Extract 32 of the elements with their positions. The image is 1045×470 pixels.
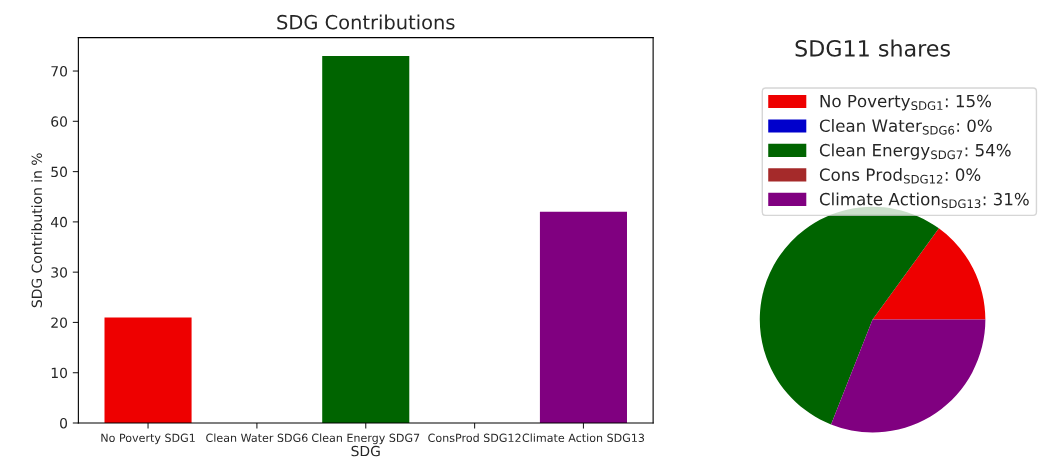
y-tick-label: 20	[51, 317, 68, 328]
chart-title: SDG Contributions	[277, 14, 455, 30]
x-tick-label: No Poverty SDG1	[101, 433, 195, 445]
bar	[539, 211, 627, 423]
bar	[322, 55, 410, 423]
x-tick-label: Climate Action SDG13	[522, 433, 645, 443]
text: : 0%	[957, 119, 992, 132]
legend-label: Clean Water$_{SDG6}$	[819, 119, 955, 135]
x-tick-label: ConsProd SDG12	[428, 433, 521, 443]
y-tick-label: 70	[51, 66, 68, 77]
text: : 0%	[945, 168, 981, 181]
legend-label: Cons Prod$_{SDG12}$	[819, 168, 943, 184]
data-label: : 31%	[983, 192, 1029, 206]
pie-slice	[831, 319, 986, 433]
chart-title: SDG11 shares	[795, 39, 950, 57]
y-axis-title: SDG Contribution in %	[31, 153, 43, 308]
x-axis-title: SDG	[351, 445, 380, 457]
pie-slice	[872, 228, 986, 320]
y-tick-label: 40	[50, 216, 68, 228]
data-label: : 54%	[965, 143, 1011, 157]
y-tick-label: 50	[51, 166, 68, 178]
data-label: : 15%	[945, 94, 992, 108]
x-tick-label: Clean Energy SDG7	[311, 433, 420, 445]
bar	[104, 317, 192, 423]
legend-label: No Poverty$_{SDG1}$	[820, 94, 943, 111]
y-tick-label: 0	[60, 417, 68, 429]
legend-label: Climate Action$_{SDG13}$	[819, 192, 981, 209]
y-tick-label: 10	[51, 367, 68, 379]
legend-label: Clean Energy$_{SDG7}$	[819, 143, 963, 160]
x-tick-label: Clean Water SDG6	[206, 433, 308, 443]
y-tick-label: 30	[51, 267, 68, 278]
y-tick-label: 60	[51, 116, 68, 127]
